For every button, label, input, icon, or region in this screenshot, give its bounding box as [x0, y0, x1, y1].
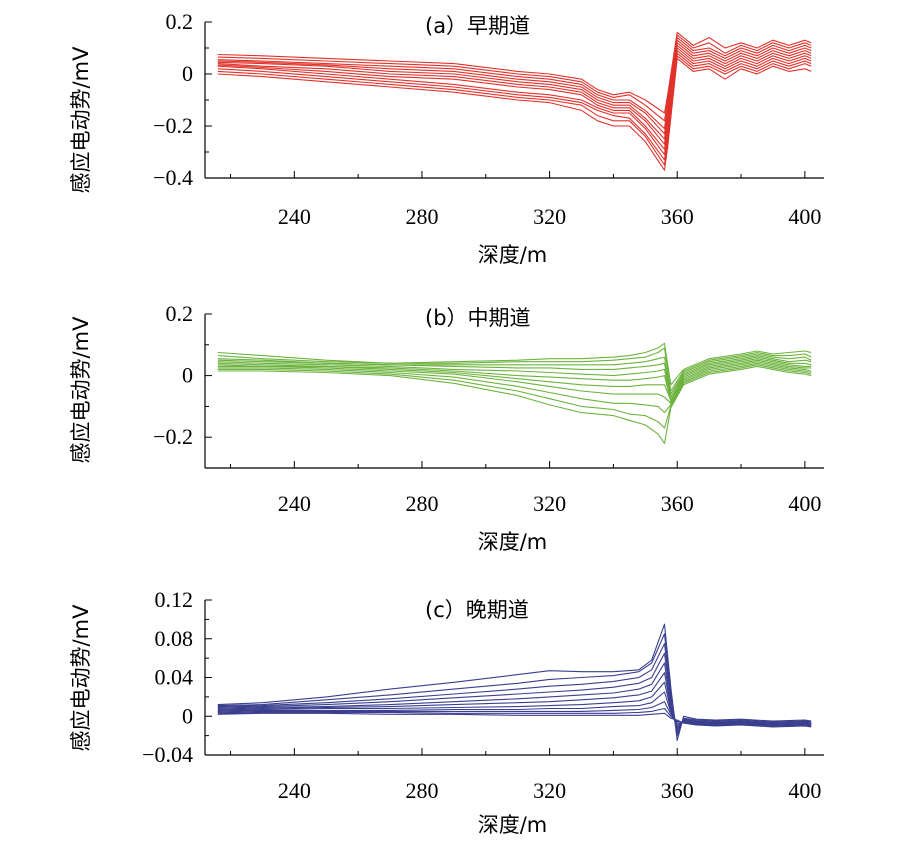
series-line-late: [217, 623, 812, 742]
y-tick-label: −0.04: [142, 742, 193, 767]
series-line-middle: [217, 365, 812, 444]
series-line-middle: [217, 361, 812, 404]
x-axis-title: 深度/m: [478, 243, 548, 267]
series-line-middle: [217, 347, 812, 392]
y-tick-label: −0.4: [153, 165, 193, 190]
y-tick-label: 0: [182, 703, 193, 728]
series-line-early: [217, 42, 812, 140]
series-line-middle: [217, 356, 812, 401]
x-tick-label: 400: [788, 778, 821, 803]
y-axis-title: 感应电动势/mV: [69, 604, 93, 752]
series-line-late: [217, 633, 812, 737]
series-line-late: [217, 643, 812, 735]
series-line-late: [217, 681, 812, 727]
y-tick-label: 0: [182, 363, 193, 388]
panel-title-late: (c）晚期道: [425, 598, 529, 622]
series-line-early: [217, 34, 812, 122]
y-tick-label: 0.08: [155, 626, 194, 651]
x-tick-label: 280: [405, 204, 438, 229]
series-line-early: [217, 50, 812, 156]
y-axis-title: 感应电动势/mV: [69, 46, 93, 194]
x-tick-label: 320: [533, 491, 566, 516]
panel-late: 0.12 0.08 0.04 0 −0.04 240 280 320 360 400 (c）晚期道深…: [69, 587, 824, 837]
series-line-middle: [217, 353, 812, 395]
x-tick-label: 360: [661, 491, 694, 516]
series-line-early: [217, 47, 812, 150]
series-line-early: [217, 52, 812, 161]
series-line-early: [217, 39, 812, 135]
x-tick-label: 400: [788, 491, 821, 516]
series-line-early: [217, 57, 812, 171]
y-axis-title: 感应电动势/mV: [69, 316, 93, 464]
series-line-early: [217, 55, 812, 166]
y-tick-label: −0.2: [153, 113, 193, 138]
series-line-early: [217, 44, 812, 145]
series-line-late: [217, 712, 812, 728]
series-line-middle: [217, 342, 812, 386]
series-line-early: [217, 31, 812, 114]
x-tick-label: 360: [661, 778, 694, 803]
x-tick-label: 240: [278, 778, 311, 803]
series-line-late: [217, 701, 812, 727]
x-tick-label: 280: [405, 778, 438, 803]
x-tick-label: 240: [278, 204, 311, 229]
y-tick-label: 0.04: [155, 665, 194, 690]
series-line-middle: [217, 355, 812, 398]
x-tick-label: 320: [533, 778, 566, 803]
series-line-middle: [217, 359, 812, 401]
x-tick-label: 360: [661, 204, 694, 229]
x-axis-title: 深度/m: [478, 530, 548, 554]
x-tick-label: 240: [278, 491, 311, 516]
series-line-middle: [217, 364, 812, 429]
series-line-late: [217, 662, 812, 731]
x-axis-title: 深度/m: [478, 813, 548, 837]
panel-title-middle: (b）中期道: [425, 306, 531, 330]
panel-title-early: (a）早期道: [425, 14, 530, 38]
y-tick-label: 0: [182, 61, 193, 86]
y-tick-label: −0.2: [153, 424, 193, 449]
y-tick-label: 0.2: [166, 9, 194, 34]
series-line-early: [217, 37, 812, 130]
y-tick-label: 0.12: [155, 587, 194, 612]
series-line-middle: [217, 358, 812, 403]
series-line-middle: [217, 362, 812, 414]
x-tick-label: 400: [788, 204, 821, 229]
y-tick-label: 0.2: [166, 301, 194, 326]
x-tick-label: 320: [533, 204, 566, 229]
x-tick-label: 280: [405, 491, 438, 516]
